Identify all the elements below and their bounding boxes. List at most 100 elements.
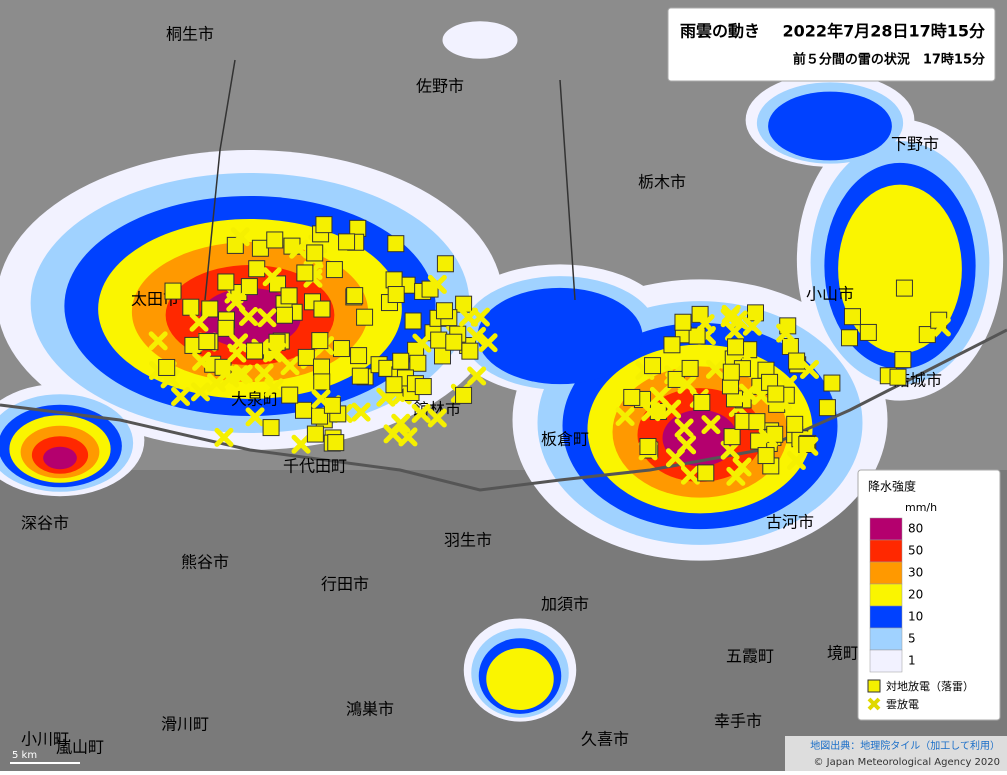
cloud-discharge (641, 402, 661, 422)
cloud-discharge (254, 363, 274, 383)
cloud-discharge (695, 314, 715, 334)
ground-strike (688, 327, 706, 345)
ground-strike (248, 260, 266, 278)
cloud-discharge (742, 316, 762, 336)
title-box (667, 7, 996, 82)
cloud-discharge (458, 307, 478, 327)
ground-strike (723, 428, 741, 446)
place-label: 嵐山町 (56, 738, 104, 757)
ground-strike (748, 413, 766, 431)
ground-strike (356, 308, 374, 326)
cloud-discharge (776, 323, 796, 343)
river (0, 328, 1007, 492)
ground-strike (246, 342, 264, 360)
cloud-discharge (786, 451, 806, 471)
legend-swatch (869, 605, 903, 629)
cloud-discharge (264, 378, 284, 398)
rain-area (768, 91, 892, 161)
cloud-discharge (227, 343, 247, 363)
cloud-discharge (412, 333, 432, 353)
cloud-discharge (220, 368, 240, 388)
cloud-discharge (615, 406, 635, 426)
ground-strike (350, 347, 368, 365)
cloud-discharge (398, 427, 418, 447)
place-label: 鴻巣市 (346, 700, 394, 719)
ground-strike (693, 393, 711, 411)
legend-swatch (869, 539, 903, 563)
legend-swatch (869, 627, 903, 651)
boundary (204, 59, 576, 301)
place-label: 行田市 (321, 575, 369, 594)
ground-strike (338, 233, 356, 251)
credit-map: 地図出典：地理院タイル（加工して利用） (810, 739, 1000, 752)
ground-strike (217, 319, 235, 337)
cloud-discharge (799, 436, 819, 456)
place-label: 深谷市 (21, 514, 69, 533)
ground-strike (275, 306, 293, 324)
ground-strike (240, 278, 258, 296)
ground-strike (889, 368, 907, 386)
cloud-discharge (674, 418, 694, 438)
ground-strike (767, 385, 785, 403)
ground-strike (639, 438, 657, 456)
cloud-discharge (383, 424, 403, 444)
legend-level: 80 (908, 522, 923, 536)
ground-strike (727, 338, 745, 356)
ground-strike (306, 425, 324, 443)
ground-strike (158, 358, 176, 376)
cloud-discharge (701, 415, 721, 435)
ground-strike (623, 388, 641, 406)
ground-strike (226, 236, 244, 254)
legend-level: 50 (908, 544, 923, 558)
ground-strike (297, 348, 315, 366)
rain-area (442, 21, 518, 59)
cloud-discharge (171, 386, 191, 406)
place-label: 小川町 (21, 730, 69, 749)
ground-strike (164, 282, 182, 300)
ground-strike (306, 244, 324, 262)
place-label: 五霞町 (726, 647, 774, 666)
legend-swatch (869, 561, 903, 585)
cloud-discharge (238, 306, 258, 326)
cloud-discharge (467, 366, 487, 386)
legend: 80 50 30 20 10 5 1 対地放電（落雷） 雲放電 (867, 517, 974, 711)
cloud-discharge (267, 342, 287, 362)
legend-strike: 対地放電（落雷） (886, 679, 974, 693)
place-label: 小山市 (806, 285, 854, 304)
ground-strike (455, 386, 473, 404)
legend-cloud: 雲放電 (886, 697, 919, 711)
ground-strike (823, 374, 841, 392)
legend-level: 1 (908, 654, 916, 668)
ground-strike (385, 376, 403, 394)
ground-strike (392, 352, 410, 370)
cloud-discharge (311, 389, 331, 409)
ground-strike (436, 255, 454, 273)
legend-swatch (869, 583, 903, 607)
place-label: 滑川町 (161, 715, 209, 734)
place-label: 境町 (827, 644, 859, 663)
legend-level: 20 (908, 588, 923, 602)
place-label: 加須市 (541, 595, 589, 614)
ground-strike (722, 363, 740, 381)
place-label: 桐生市 (166, 25, 214, 44)
ground-strike (409, 354, 427, 372)
ground-strike (295, 401, 313, 419)
cloud-discharge (411, 403, 431, 423)
ground-strike (198, 333, 216, 351)
cloud-discharge (191, 382, 211, 402)
cloud-discharge (257, 308, 277, 328)
place-label: 熊谷市 (181, 553, 229, 572)
place-label: 板倉町 (541, 430, 589, 449)
rain-area (838, 184, 962, 354)
cloud-discharge (427, 408, 447, 428)
cloud-discharge (230, 227, 250, 247)
lowland (0, 470, 1007, 771)
ground-strike (387, 235, 405, 253)
legend-level: 30 (908, 566, 923, 580)
cloud-discharge (677, 374, 697, 394)
cloud-discharge (280, 356, 300, 376)
legend-level: 5 (908, 632, 916, 646)
cloud-discharge (214, 427, 234, 447)
legend-unit: mm/h (905, 501, 937, 514)
